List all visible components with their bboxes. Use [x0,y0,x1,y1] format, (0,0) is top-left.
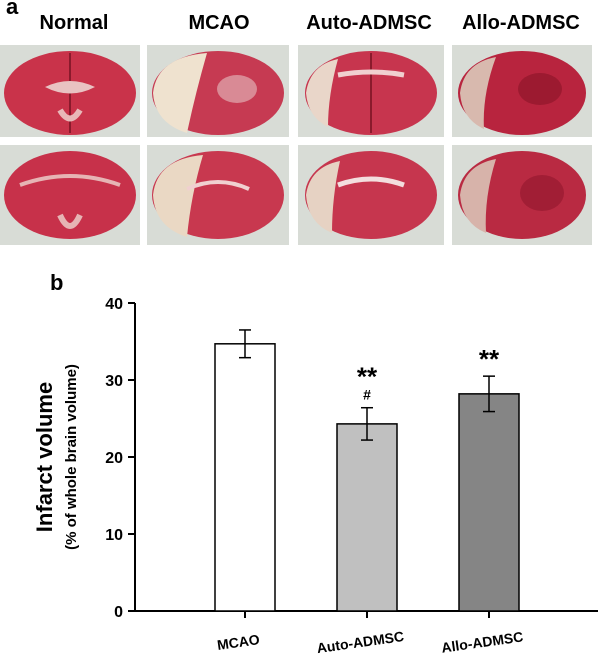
column-label-mcao: MCAO [188,12,250,34]
brain-slice-allo-admsc-bottom [452,145,592,245]
column-label-allo-admsc: Allo-ADMSC [462,12,580,34]
column-label-auto-admsc: Auto-ADMSC [306,12,432,34]
brain-slice-allo-admsc-top [452,45,592,137]
brain-slice-normal-top [0,45,140,137]
y-tick-label: 10 [105,527,123,544]
panel-a-letter: a [6,0,19,19]
y-tick-label: 0 [114,604,123,621]
y-tick-label: 30 [105,373,123,390]
brain-slice-normal-bottom [0,145,140,245]
bar-auto-admsc [336,423,398,612]
significance-marker: ** [479,344,500,374]
bar-mcao [214,343,276,612]
x-tick-label: Auto-ADMSC [316,628,405,656]
x-tick-label: Allo-ADMSC [440,628,524,655]
y-tick-label: 40 [105,296,123,313]
brain-slice-mcao-top [147,45,289,137]
y-axis-label: Infarct volume [32,382,57,532]
brain-slice-mcao-bottom [147,145,289,245]
significance-marker: ** [357,362,378,392]
significance-marker: # [363,387,371,403]
column-label-normal: Normal [39,12,109,34]
bar-allo-admsc [458,393,520,612]
brain-slice-auto-admsc-bottom [298,145,444,245]
panel-b-letter: b [50,270,64,295]
brain-slice-auto-admsc-top [298,45,444,137]
y-axis-sublabel: (% of whole brain volume) [63,364,80,550]
y-tick-label: 20 [105,450,123,467]
x-tick-label: MCAO [216,631,261,653]
